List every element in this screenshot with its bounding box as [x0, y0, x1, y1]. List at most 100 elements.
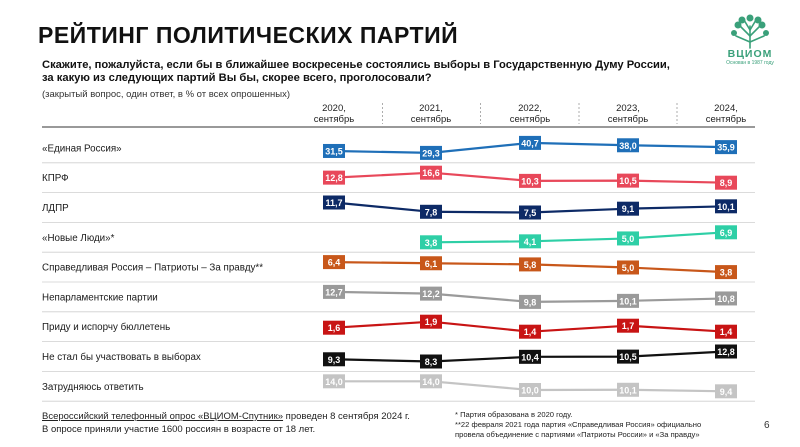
- column-header-month: сентябрь: [314, 114, 354, 125]
- data-label: 5,0: [622, 234, 635, 244]
- data-point: [323, 284, 345, 299]
- data-label: 1,7: [622, 321, 635, 331]
- data-point: [519, 324, 541, 339]
- data-label: 10,1: [619, 385, 637, 395]
- data-label: 10,1: [619, 296, 637, 306]
- data-label: 1,6: [328, 323, 341, 333]
- data-point: [323, 374, 345, 389]
- data-label: 10,3: [521, 176, 539, 186]
- row-label: ЛДПР: [42, 203, 69, 214]
- data-label: 10,4: [521, 352, 539, 362]
- column-header-month: сентябрь: [706, 114, 746, 125]
- data-point: [715, 384, 737, 399]
- data-label: 12,8: [325, 173, 343, 183]
- data-label: 9,1: [622, 204, 635, 214]
- data-label: 9,4: [720, 387, 733, 397]
- row-label: Не стал бы участвовать в выборах: [42, 352, 201, 363]
- survey-date: проведен 8 сентября 2024 г.: [283, 411, 410, 422]
- data-point: [519, 257, 541, 272]
- data-label: 10,5: [619, 176, 637, 186]
- data-point: [519, 234, 541, 249]
- series-line: [430, 231, 727, 244]
- data-point: [617, 231, 639, 246]
- survey-footer: Всероссийский телефонный опрос «ВЦИОМ-Сп…: [42, 410, 410, 436]
- data-point: [420, 374, 442, 389]
- data-point: [420, 235, 442, 250]
- data-point: [420, 165, 442, 180]
- data-point: [715, 265, 737, 280]
- data-label: 29,3: [422, 148, 440, 158]
- column-header-year: 2024,: [714, 103, 738, 114]
- data-point: [617, 201, 639, 216]
- data-label: 8,9: [720, 178, 733, 188]
- data-point: [519, 349, 541, 364]
- row-label: КПРФ: [42, 173, 69, 184]
- data-label: 10,8: [717, 294, 735, 304]
- survey-question: Скажите, пожалуйста, если бы в ближайшее…: [42, 59, 732, 85]
- data-label: 7,8: [425, 207, 438, 217]
- column-header-year: 2022,: [518, 103, 542, 114]
- page-title: РЕЙТИНГ ПОЛИТИЧЕСКИХ ПАРТИЙ: [38, 22, 459, 48]
- data-point: [323, 195, 345, 210]
- row-label: «Единая Россия»: [42, 143, 122, 154]
- data-point: [617, 293, 639, 308]
- data-label: 31,5: [325, 146, 343, 156]
- column-header-year: 2020,: [322, 103, 346, 114]
- data-point: [617, 138, 639, 153]
- data-label: 10,1: [717, 202, 735, 212]
- row-label: «Новые Люди»*: [42, 233, 115, 244]
- data-point: [715, 291, 737, 306]
- data-label: 12,2: [422, 289, 440, 299]
- data-point: [519, 205, 541, 220]
- data-label: 3,8: [425, 238, 438, 248]
- data-label: 4,1: [524, 237, 537, 247]
- data-label: 6,1: [425, 259, 438, 269]
- logo-name: ВЦИОМ: [727, 48, 773, 60]
- column-header-year: 2023,: [616, 103, 640, 114]
- data-point: [715, 199, 737, 214]
- row-label: Справедливая Россия – Патриоты – За прав…: [42, 263, 263, 274]
- data-point: [715, 324, 737, 339]
- data-label: 12,8: [717, 347, 735, 357]
- vciom-logo: [722, 12, 778, 68]
- data-point: [519, 135, 541, 150]
- column-header-month: сентябрь: [608, 114, 648, 125]
- data-point: [323, 255, 345, 270]
- data-point: [323, 320, 345, 335]
- data-point: [420, 354, 442, 369]
- data-label: 1,9: [425, 317, 438, 327]
- data-label: 10,5: [619, 352, 637, 362]
- data-point: [323, 143, 345, 158]
- logo-tagline: Основан в 1987 году: [726, 60, 774, 66]
- data-point: [420, 145, 442, 160]
- data-point: [617, 349, 639, 364]
- data-label: 5,0: [622, 263, 635, 273]
- data-label: 8,3: [425, 357, 438, 367]
- footnote-1: * Партия образована в 2020 году.: [455, 410, 573, 419]
- data-point: [420, 256, 442, 271]
- data-point: [323, 352, 345, 367]
- data-point: [323, 170, 345, 185]
- column-header-month: сентябрь: [411, 114, 451, 125]
- footnote-3: провела объединение с партиями «Патриоты…: [455, 430, 700, 439]
- data-label: 7,5: [524, 208, 537, 218]
- data-point: [617, 260, 639, 275]
- data-label: 1,4: [720, 327, 733, 337]
- footnote-2: **22 февраля 2021 года партия «Справедли…: [455, 420, 702, 429]
- data-point: [715, 175, 737, 190]
- column-header-year: 2021,: [419, 103, 443, 114]
- data-point: [420, 204, 442, 219]
- data-point: [519, 382, 541, 397]
- data-label: 1,4: [524, 327, 537, 337]
- footnotes: * Партия образована в 2020 году. **22 фе…: [455, 410, 755, 440]
- data-label: 10,0: [521, 385, 539, 395]
- row-label: Затрудняюсь ответить: [42, 382, 144, 393]
- data-label: 35,9: [717, 143, 735, 153]
- data-point: [519, 173, 541, 188]
- column-header-month: сентябрь: [510, 114, 550, 125]
- data-point: [715, 225, 737, 240]
- question-line-1: Скажите, пожалуйста, если бы в ближайшее…: [42, 59, 670, 71]
- data-point: [617, 318, 639, 333]
- survey-link[interactable]: Всероссийский телефонный опрос «ВЦИОМ-Сп…: [42, 411, 284, 422]
- data-point: [519, 294, 541, 309]
